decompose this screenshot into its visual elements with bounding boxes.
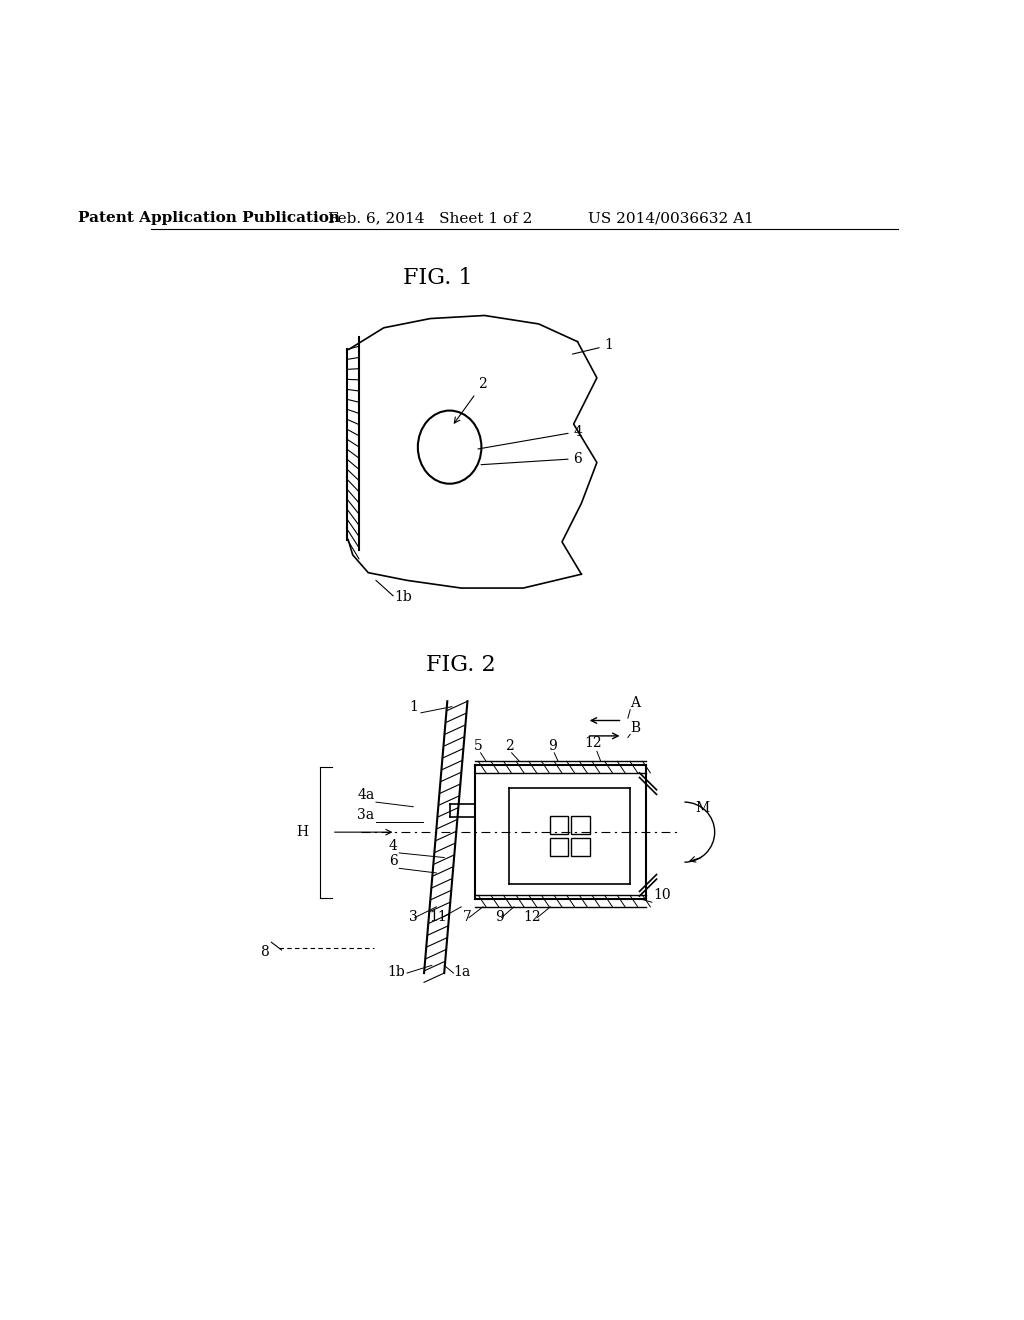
Bar (550, 838, 568, 857)
Text: 1: 1 (410, 700, 419, 714)
Text: 1b: 1b (388, 965, 406, 979)
Text: 9: 9 (548, 739, 557, 752)
Text: Patent Application Publication: Patent Application Publication (79, 211, 340, 226)
Text: US 2014/0036632 A1: US 2014/0036632 A1 (588, 211, 754, 226)
Text: H: H (296, 825, 308, 840)
Text: 9: 9 (496, 909, 505, 924)
Text: 2: 2 (505, 739, 514, 752)
Bar (550, 816, 568, 834)
Text: 12: 12 (584, 737, 602, 751)
Text: M: M (695, 800, 710, 814)
Bar (571, 838, 590, 857)
Text: FIG. 2: FIG. 2 (426, 655, 496, 676)
Text: Feb. 6, 2014   Sheet 1 of 2: Feb. 6, 2014 Sheet 1 of 2 (328, 211, 532, 226)
Text: 4: 4 (478, 425, 583, 449)
Text: 10: 10 (653, 888, 671, 902)
Text: 3a: 3a (357, 808, 375, 822)
Text: 7: 7 (463, 909, 472, 924)
Text: 4: 4 (389, 840, 397, 853)
Text: 1: 1 (572, 338, 613, 354)
Text: 3: 3 (409, 909, 418, 924)
Text: 1a: 1a (454, 965, 471, 979)
Text: 4a: 4a (357, 788, 375, 803)
Text: A: A (630, 696, 640, 710)
Text: 8: 8 (260, 945, 269, 958)
Text: 2: 2 (455, 378, 487, 424)
Text: 12: 12 (523, 909, 542, 924)
Text: 6: 6 (481, 451, 583, 466)
Text: 6: 6 (389, 854, 397, 869)
Text: 5: 5 (474, 739, 482, 752)
Text: 11: 11 (429, 909, 446, 924)
Bar (571, 816, 590, 834)
Text: 1b: 1b (394, 590, 412, 605)
Text: B: B (630, 721, 640, 735)
Text: FIG. 1: FIG. 1 (403, 267, 473, 289)
